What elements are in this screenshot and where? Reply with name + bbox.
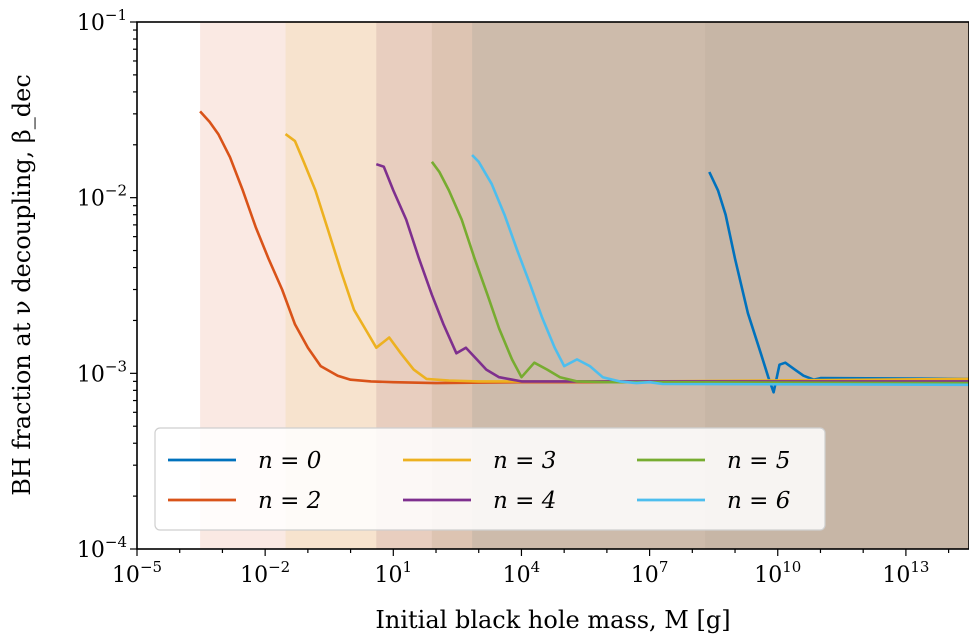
- legend-label: n = 0: [258, 448, 321, 474]
- tick-labels: 10−5 10−2 101 104 107 1010 1013 10−4 10−3 10−2 10−…: [77, 6, 930, 588]
- x-tick-label: 104: [503, 558, 541, 588]
- series-line-1: [708, 171, 969, 394]
- y-tick-label: 10−2: [77, 182, 127, 212]
- x-tick-label: 1010: [754, 558, 801, 588]
- x-tick-label: 1013: [882, 558, 929, 588]
- axis-ticks: [130, 21, 950, 556]
- legend-label: n = 6: [727, 488, 790, 514]
- y-tick-label: 10−1: [77, 6, 127, 36]
- legend: n = 0 n = 2 n = 3 n = 4 n = 5 n = 6: [154, 427, 826, 531]
- legend-label: n = 5: [727, 448, 790, 474]
- y-axis-title: BH fraction at ν decoupling, β_dec: [8, 74, 36, 496]
- x-tick-label: 10−5: [112, 558, 162, 588]
- y-tick-label: 10−3: [77, 357, 127, 387]
- x-tick-label: 107: [631, 558, 669, 588]
- x-tick-label: 101: [375, 558, 413, 588]
- plot-frame: [136, 21, 969, 550]
- series-line-4: [375, 162, 969, 383]
- series-line-3: [284, 133, 969, 383]
- series-line-2: [199, 110, 969, 385]
- legend-label: n = 2: [258, 488, 321, 514]
- x-axis-title: Initial black hole mass, M [g]: [375, 606, 730, 634]
- legend-box: [154, 427, 826, 531]
- y-tick-label: 10−4: [77, 533, 127, 563]
- legend-label: n = 3: [493, 448, 556, 474]
- legend-label: n = 4: [493, 488, 556, 514]
- series-lines: [199, 110, 969, 394]
- series-line-6: [471, 154, 969, 387]
- series-line-5: [430, 161, 969, 385]
- x-tick-label: 10−2: [240, 558, 290, 588]
